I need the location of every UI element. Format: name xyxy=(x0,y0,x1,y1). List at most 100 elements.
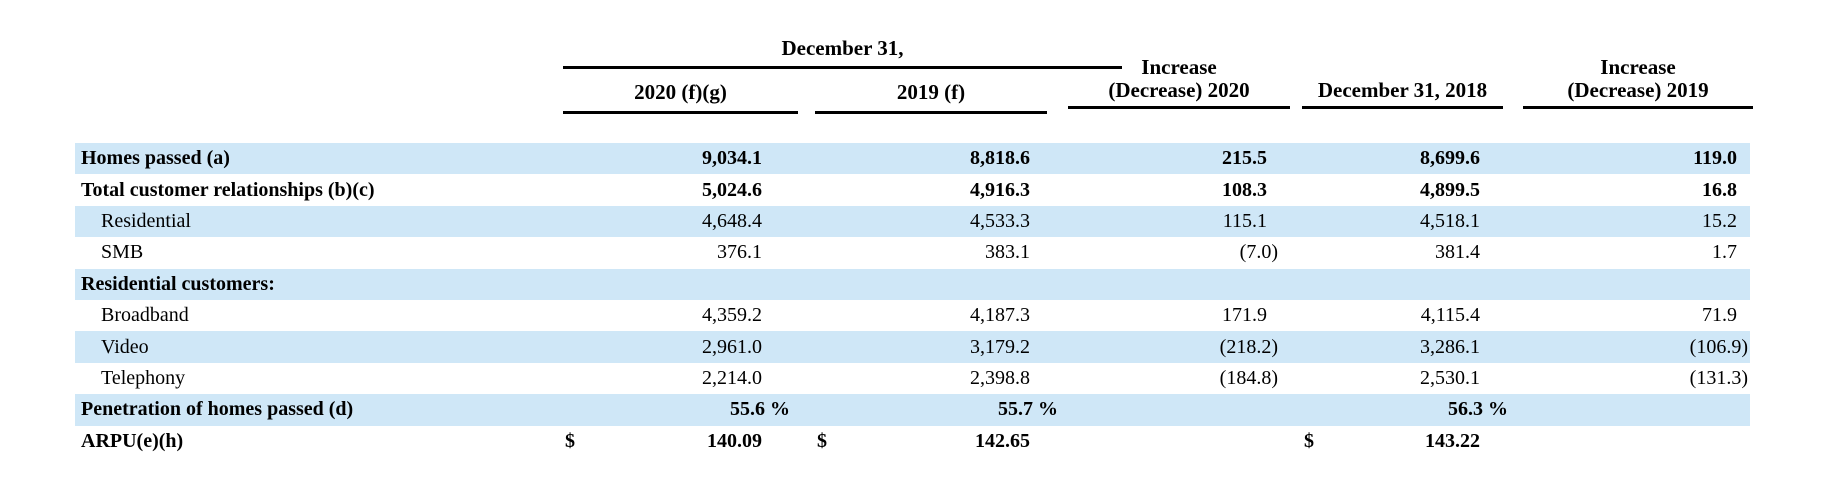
cell-2018: 381.4 xyxy=(1302,237,1503,268)
value-2020: 2,214.0 xyxy=(702,366,762,389)
cell-increase-2019: (131.3) xyxy=(1520,363,1750,394)
value-2018: 4,115.4 xyxy=(1420,304,1480,327)
value-2018: 56.3 % xyxy=(1448,398,1508,421)
cell-2018: $ 143.22 xyxy=(1302,426,1503,457)
cell-increase-2020: 115.1 xyxy=(1068,206,1290,237)
cell-increase-2019 xyxy=(1520,426,1750,457)
value-increase-2020: 215.5 xyxy=(1222,147,1267,170)
cell-increase-2019: 119.0 xyxy=(1520,143,1750,174)
cell-increase-2020: 171.9 xyxy=(1068,300,1290,331)
row-label: Total customer relationships (b)(c) xyxy=(81,178,375,201)
cell-increase-2019 xyxy=(1520,394,1750,425)
value-2019: 142.65 xyxy=(975,429,1030,452)
cell-increase-2020 xyxy=(1068,394,1290,425)
column-header-line: (Decrease) 2019 xyxy=(1567,78,1709,102)
value-2019: 4,916.3 xyxy=(970,178,1030,201)
column-header-december-31-2018: December 31, 2018 xyxy=(1302,59,1503,109)
cell-increase-2020: (184.8) xyxy=(1068,363,1290,394)
cell-2019: 383.1 xyxy=(815,237,1047,268)
value-2020: 376.1 xyxy=(717,241,762,264)
value-2020: 55.6 % xyxy=(730,398,790,421)
column-header-line: Increase xyxy=(1141,55,1217,79)
row-label: Broadband xyxy=(101,304,189,327)
value-increase-2020: (7.0) xyxy=(1239,241,1278,264)
cell-2020: 4,648.4 xyxy=(563,206,798,237)
row-label: Homes passed (a) xyxy=(81,147,230,170)
row-label: SMB xyxy=(101,241,144,264)
cell-2020: 5,024.6 xyxy=(563,174,798,205)
value-2020: 5,024.6 xyxy=(702,178,762,201)
value-2018: 4,899.5 xyxy=(1420,178,1480,201)
value-2019: 3,179.2 xyxy=(970,335,1030,358)
value-increase-2019: (106.9) xyxy=(1689,335,1748,358)
cell-increase-2020: (218.2) xyxy=(1068,331,1290,362)
value-2020: 4,648.4 xyxy=(702,209,762,232)
cell-2019: 4,533.3 xyxy=(815,206,1047,237)
value-2018: 8,699.6 xyxy=(1420,147,1480,170)
table-row: Residential 4,648.4 4,533.3 115.1 4,518.… xyxy=(75,205,1750,238)
value-increase-2019: 119.0 xyxy=(1693,147,1737,170)
column-header-2019: 2019 (f) xyxy=(815,80,1047,114)
row-label: Residential xyxy=(101,209,191,232)
cell-2018: 4,518.1 xyxy=(1302,206,1503,237)
value-increase-2020: (184.8) xyxy=(1219,366,1278,389)
cell-2020: $ 140.09 xyxy=(563,426,798,457)
cell-2019: 8,818.6 xyxy=(815,143,1047,174)
cell-2020: 2,961.0 xyxy=(563,331,798,362)
cell-increase-2019 xyxy=(1520,269,1750,300)
column-header-label: December 31, 2018 xyxy=(1317,78,1488,102)
table-row: Homes passed (a) 9,034.1 8,818.6 215.5 8… xyxy=(75,143,1750,175)
cell-2018: 8,699.6 xyxy=(1302,143,1503,174)
value-2020: 9,034.1 xyxy=(702,147,762,170)
value-increase-2020: 108.3 xyxy=(1222,178,1267,201)
column-header-increase-decrease-2019: Increase (Decrease) 2019 xyxy=(1523,56,1753,109)
column-group-header-december-31: December 31, xyxy=(563,36,1122,69)
cell-2019: 4,916.3 xyxy=(815,174,1047,205)
value-increase-2020: (218.2) xyxy=(1219,335,1278,358)
value-increase-2020: 171.9 xyxy=(1222,304,1267,327)
cell-increase-2020: 215.5 xyxy=(1068,143,1290,174)
cell-increase-2019: 16.8 xyxy=(1520,174,1750,205)
row-label: ARPU(e)(h) xyxy=(81,429,184,452)
cell-2019: 3,179.2 xyxy=(815,331,1047,362)
row-label: Residential customers: xyxy=(81,272,275,295)
cell-2018: 3,286.1 xyxy=(1302,331,1503,362)
cell-increase-2020: (7.0) xyxy=(1068,237,1290,268)
value-2018: 381.4 xyxy=(1435,241,1480,264)
dollar-sign: $ xyxy=(817,429,827,452)
cell-increase-2019: 15.2 xyxy=(1520,206,1750,237)
column-header-label: 2020 (f)(g) xyxy=(634,80,727,104)
cell-2018 xyxy=(1302,269,1503,300)
value-2018: 2,530.1 xyxy=(1420,366,1480,389)
row-label: Telephony xyxy=(101,366,186,389)
cell-2018: 4,899.5 xyxy=(1302,174,1503,205)
value-2019: 55.7 % xyxy=(998,398,1058,421)
table-row: SMB 376.1 383.1 (7.0) 381.4 1.7 xyxy=(75,237,1750,268)
table-row: Residential customers: xyxy=(75,268,1750,300)
value-2019: 4,187.3 xyxy=(970,304,1030,327)
value-increase-2020: 115.1 xyxy=(1222,209,1267,232)
table-row: Penetration of homes passed (d) 55.6 % 5… xyxy=(75,394,1750,426)
value-2020: 140.09 xyxy=(707,429,762,452)
cell-2020 xyxy=(563,269,798,300)
value-2020: 2,961.0 xyxy=(702,335,762,358)
table-row: Total customer relationships (b)(c) 5,02… xyxy=(75,174,1750,205)
cell-2019: $ 142.65 xyxy=(815,426,1047,457)
value-2019: 383.1 xyxy=(985,241,1030,264)
value-increase-2019: 1.7 xyxy=(1712,241,1737,264)
value-increase-2019: 15.2 xyxy=(1702,209,1737,232)
column-group-label: December 31, xyxy=(781,36,904,60)
customer-statistics-table: December 31, 2020 (f)(g) 2019 (f) Increa… xyxy=(75,30,1753,470)
dollar-sign: $ xyxy=(565,429,575,452)
table-body: Homes passed (a) 9,034.1 8,818.6 215.5 8… xyxy=(75,143,1750,457)
cell-2018: 2,530.1 xyxy=(1302,363,1503,394)
value-increase-2019: (131.3) xyxy=(1689,366,1748,389)
value-increase-2019: 16.8 xyxy=(1702,178,1737,201)
cell-increase-2020: 108.3 xyxy=(1068,174,1290,205)
cell-2018: 4,115.4 xyxy=(1302,300,1503,331)
table-row: Video 2,961.0 3,179.2 (218.2) 3,286.1 (1… xyxy=(75,331,1750,363)
cell-2019: 55.7 % xyxy=(815,394,1058,425)
cell-2019: 2,398.8 xyxy=(815,363,1047,394)
dollar-sign: $ xyxy=(1304,429,1314,452)
